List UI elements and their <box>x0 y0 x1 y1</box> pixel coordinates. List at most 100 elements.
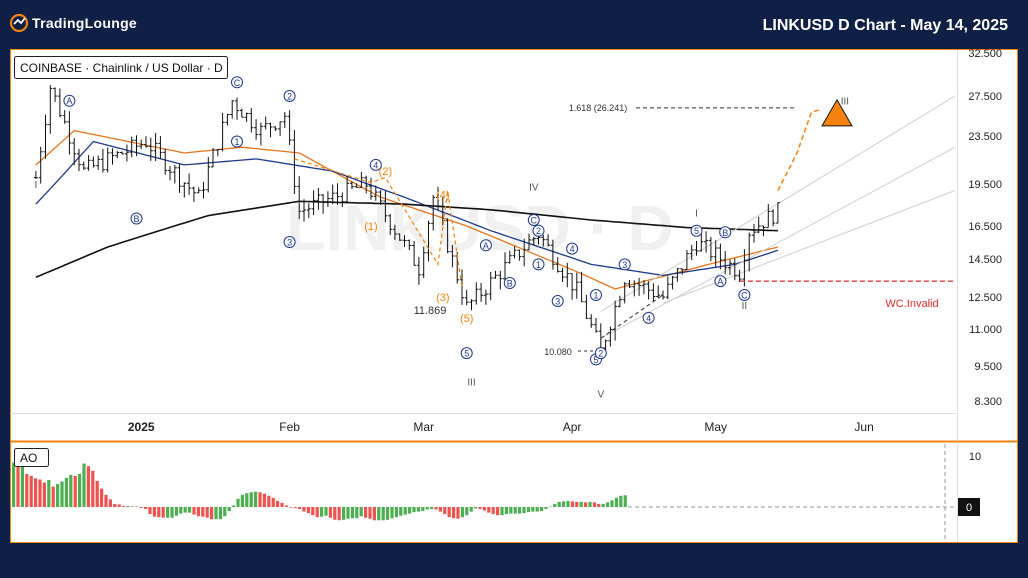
wave-label-circle <box>590 289 602 301</box>
wave-label-roman: IV <box>529 183 539 194</box>
ao-bar <box>456 507 460 519</box>
ao-bar <box>16 463 20 507</box>
ao-bar <box>232 505 236 507</box>
ao-bar <box>174 507 178 516</box>
ao-bar <box>368 507 372 519</box>
wave-label-circle <box>719 226 732 239</box>
ao-bar <box>562 501 566 507</box>
price-tick-label: 9.500 <box>974 361 1002 373</box>
watermark: LINKUSD · D <box>286 192 674 264</box>
ao-pane-frame <box>10 441 1018 543</box>
ao-bar <box>240 494 244 507</box>
invalidation-label: WC.Invalid <box>885 298 938 310</box>
wave-label-roman: III <box>841 97 849 108</box>
wave-label-circle <box>532 258 545 271</box>
ao-bar <box>201 507 205 517</box>
ao-bar <box>619 495 623 507</box>
ao-bar <box>298 507 302 509</box>
ao-bar <box>535 507 539 512</box>
wave-label-orange: (1) <box>364 221 377 233</box>
ao-bar <box>104 494 108 507</box>
target-triangle-icon <box>821 98 853 127</box>
header: TradingLounge LINKUSD D Chart - May 14, … <box>9 13 1008 34</box>
wave-label-circle <box>527 214 540 226</box>
price-tick-label: 16.500 <box>968 221 1002 233</box>
ao-bar <box>130 506 134 508</box>
ao-bar <box>78 473 82 507</box>
ao-bar <box>227 507 231 512</box>
wave-labels: IIIIVIIIVIIIABC1234(2)(1)(4)(3)(5)5ABC21… <box>35 57 850 400</box>
wave-label-text: B <box>722 228 728 238</box>
wave-label-circle <box>231 135 243 148</box>
ao-bar <box>258 492 262 507</box>
low-label-10080: 10.080 <box>544 347 572 357</box>
ao-bar <box>113 503 117 507</box>
channel-line <box>662 190 956 304</box>
channel-line <box>600 146 956 339</box>
ao-bar <box>623 495 627 507</box>
wave-label-circle <box>551 295 564 307</box>
logo: TradingLounge <box>9 13 137 33</box>
ao-bar <box>544 507 548 509</box>
ao-bar <box>416 507 420 512</box>
ao-bar <box>504 507 508 515</box>
ao-bar <box>390 507 394 519</box>
wave-label-text: 4 <box>570 244 575 254</box>
price-tick-label: 8.300 <box>974 396 1002 408</box>
wave-label-text: C <box>234 78 241 88</box>
wave-label-circle <box>479 239 492 252</box>
ao-bar <box>100 488 104 507</box>
wave-label-roman: I <box>35 180 38 191</box>
ao-bar <box>179 507 183 514</box>
ao-bar <box>293 507 297 508</box>
ao-bar <box>592 502 596 507</box>
logo-icon <box>9 13 29 33</box>
symbol-legend-box <box>14 56 228 79</box>
ao-bar <box>465 507 469 516</box>
wave-label-text: 5 <box>593 355 598 365</box>
price-tick-label: 14.500 <box>968 254 1002 266</box>
price-tick-label: 12.500 <box>968 292 1002 304</box>
ao-bar <box>372 507 376 521</box>
ao-bar <box>249 492 253 507</box>
ao-bar <box>139 507 143 508</box>
ao-bar <box>438 507 442 512</box>
symbol-legend[interactable]: COINBASE · Chainlink / US Dollar · D <box>14 56 228 79</box>
wave-label-orange: (4) <box>436 190 449 202</box>
ao-bar <box>399 507 403 516</box>
ao-bar <box>460 507 464 518</box>
ao-bar <box>320 507 324 517</box>
time-tick-label: Feb <box>279 420 300 434</box>
ao-bar <box>20 461 24 507</box>
ao-bar <box>183 507 187 513</box>
ao-bar <box>152 507 156 517</box>
ao-bar <box>29 475 33 507</box>
ao-bar <box>306 507 310 514</box>
ao-bar <box>148 507 152 515</box>
logo-text: TradingLounge <box>32 15 137 31</box>
ao-bar <box>557 501 561 507</box>
ao-bar <box>588 501 592 507</box>
ao-value-badge <box>958 498 980 516</box>
moving-average-line <box>35 200 778 279</box>
ao-bar <box>412 507 416 513</box>
wave-path-orange <box>294 158 463 288</box>
price-tick-label: 19.500 <box>968 179 1002 191</box>
wave-label-circle <box>738 289 751 301</box>
ao-bar <box>51 486 55 507</box>
wave-label-text: A <box>483 241 489 251</box>
ao-bar <box>509 507 513 514</box>
wave-label-circle <box>642 311 655 324</box>
ao-bar <box>166 507 170 518</box>
ao-bar <box>42 482 46 507</box>
symbol-legend-text: COINBASE · Chainlink / US Dollar · D <box>20 61 223 75</box>
ao-bar <box>86 466 90 507</box>
ao-legend[interactable]: AO <box>14 448 49 467</box>
wave-label-text: 2 <box>287 92 292 102</box>
ao-bar <box>610 500 614 507</box>
ao-bar <box>548 506 552 508</box>
ao-bar <box>254 491 258 507</box>
price-tick-label: 32.500 <box>968 48 1002 60</box>
